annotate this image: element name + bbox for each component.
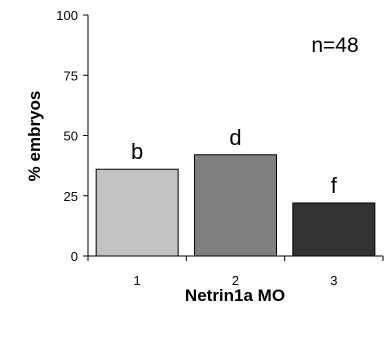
y-tick-label: 25 [64, 189, 78, 204]
bar-2 [194, 154, 277, 257]
bar-significance-label: d [229, 125, 241, 150]
x-axis-title: Netrin1a MO [185, 286, 285, 305]
bar-significance-label: f [331, 173, 338, 198]
y-tick-label: 75 [64, 68, 78, 83]
bar-labels: b d f [131, 125, 338, 198]
bars [95, 154, 376, 257]
y-tick-label: 50 [64, 129, 78, 144]
x-ticks: 1 2 3 [87, 256, 384, 288]
bar-1 [95, 168, 179, 257]
bar-significance-label: b [131, 139, 143, 164]
x-tick-label: 1 [134, 273, 141, 288]
y-tick-label: 0 [71, 249, 78, 264]
x-axis: 1 2 3 [87, 255, 384, 288]
x-tick-label: 3 [330, 273, 337, 288]
sample-size-annotation: n=48 [311, 34, 358, 57]
y-axis: 0 25 50 75 100 [56, 8, 89, 264]
y-ticks: 0 25 50 75 100 [56, 8, 88, 264]
bar-3 [292, 202, 376, 257]
y-axis-title: % embryos [25, 91, 44, 182]
x-tick-label: 2 [232, 273, 239, 288]
y-tick-label: 100 [56, 8, 78, 23]
